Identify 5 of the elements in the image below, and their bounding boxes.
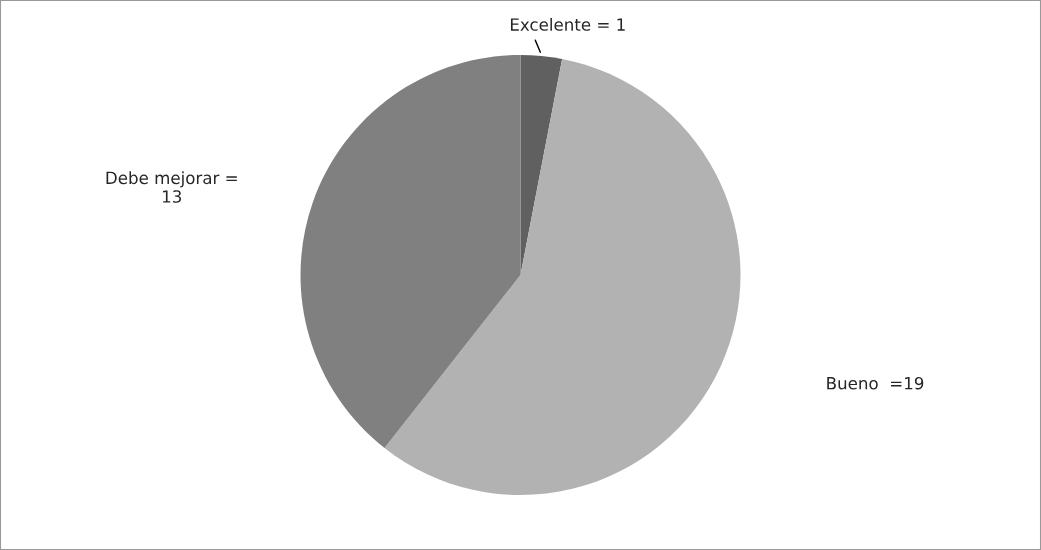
slice-label: Excelente = 1	[510, 17, 625, 31]
slice-label: Debe mejorar = 13	[106, 171, 237, 203]
pie-slice	[300, 55, 521, 448]
slice-label: Bueno =19	[827, 376, 924, 390]
pie-slice	[384, 58, 741, 495]
